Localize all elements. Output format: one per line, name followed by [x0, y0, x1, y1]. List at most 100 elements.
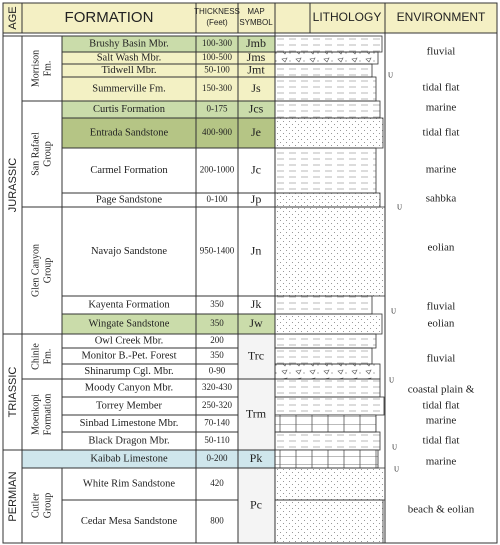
formation-cell — [61, 467, 197, 501]
thickness: 800 — [210, 516, 224, 526]
lithology-cell — [274, 147, 377, 194]
header-map: MAP — [247, 7, 264, 16]
thickness: 350 — [210, 299, 224, 309]
environment: coastal plain & — [408, 384, 475, 396]
environment: marine — [426, 164, 457, 176]
column-dividers — [21, 3, 386, 33]
thickness: 100-300 — [202, 38, 232, 48]
lithology-cell — [274, 117, 384, 149]
formation-name: Wingate Sandstone — [89, 318, 170, 329]
unconformity: U — [391, 308, 396, 316]
lithology-cell — [274, 35, 383, 53]
group-label: Moenkopi — [30, 394, 41, 435]
environment: marine — [426, 415, 457, 427]
header-symbol: SYMBOL — [239, 18, 273, 27]
map-symbol: Jp — [251, 192, 262, 206]
formation-cell — [61, 147, 197, 194]
environment: fluvial — [427, 353, 456, 365]
map-symbol-cell — [237, 467, 276, 544]
group-label: Fm. — [42, 349, 53, 365]
lithology-cell — [274, 51, 379, 65]
thickness: 420 — [210, 478, 224, 488]
environment: eolian — [428, 242, 455, 254]
formation-name: Salt Wash Mbr. — [97, 52, 162, 63]
map-symbol: Jn — [251, 243, 262, 257]
formation-name: Shinarump Cgl. Mbr. — [84, 366, 173, 377]
lithology-cell — [274, 396, 385, 416]
group-cell — [21, 206, 63, 335]
age-label: JURASSIC — [7, 158, 19, 212]
group-cell — [21, 467, 63, 544]
formation-cell — [61, 206, 197, 297]
lithology-cell — [274, 333, 377, 349]
header-thickness-unit: (Feet) — [206, 18, 228, 27]
thickness-cell — [195, 147, 239, 194]
group-label: Fm. — [42, 61, 53, 77]
lithology-cell — [274, 313, 383, 335]
group-label: Group — [42, 493, 53, 519]
unconformity: U — [388, 72, 393, 80]
lithology-cell — [274, 76, 377, 102]
lithology-cell — [274, 378, 381, 398]
map-symbol: Je — [251, 125, 261, 139]
thickness: 320-430 — [202, 382, 232, 392]
lithology-cell — [274, 347, 373, 365]
map-symbol: Pk — [250, 451, 263, 465]
environment: tidal flat — [423, 82, 460, 94]
map-symbol: Trc — [248, 348, 264, 362]
unconformity: U — [397, 204, 402, 212]
map-symbol: Trm — [246, 406, 267, 420]
environment: marine — [426, 456, 457, 468]
environment: tidal flat — [423, 400, 460, 412]
map-symbol-cell — [237, 206, 276, 297]
thickness: 350 — [210, 350, 224, 360]
thickness: 200 — [210, 335, 224, 345]
formation-name: Navajo Sandstone — [91, 246, 167, 257]
age-label: TRIASSIC — [7, 367, 19, 418]
group-label: Chinle — [30, 343, 41, 370]
thickness: 150-300 — [202, 83, 232, 93]
unconformity: U — [389, 377, 394, 385]
group-label: Group — [42, 141, 53, 167]
thickness-cell — [195, 467, 239, 501]
map-symbol-cell — [237, 117, 276, 149]
environment: eolian — [428, 318, 455, 330]
thickness: 100-500 — [202, 52, 232, 62]
formation-name: Curtis Formation — [93, 104, 166, 115]
formation-name: Torrey Member — [96, 400, 163, 411]
formation-cell — [61, 76, 197, 102]
thickness: 0-100 — [207, 194, 228, 204]
formation-name: White Rim Sandstone — [83, 478, 175, 489]
group-label: Glen Canyon — [30, 244, 41, 297]
group-cell — [21, 378, 63, 451]
map-symbol: Jmt — [247, 62, 265, 76]
formation-name: Monitor B.-Pet. Forest — [81, 350, 176, 361]
formation-name: Owl Creek Mbr. — [95, 335, 164, 346]
header-environment: ENVIRONMENT — [397, 10, 486, 24]
thickness: 400-900 — [202, 127, 232, 137]
formation-name: Sinbad Limestone Mbr. — [80, 418, 179, 429]
formation-name: Kayenta Formation — [88, 299, 170, 310]
thickness: 0-90 — [209, 366, 226, 376]
thickness-cell — [195, 499, 239, 544]
environment: marine — [426, 102, 457, 114]
group-label: Formation — [42, 394, 53, 436]
environment: beach & eolian — [408, 504, 475, 516]
lithology-cell — [274, 192, 381, 208]
lithology-cell — [274, 100, 381, 119]
group-label: Group — [42, 258, 53, 284]
thickness: 0-175 — [207, 104, 228, 114]
map-symbol: Js — [251, 81, 261, 95]
thickness-cell — [195, 206, 239, 297]
header-age: AGE — [7, 6, 19, 29]
thickness: 50-100 — [204, 65, 230, 75]
group-label: San Rafael — [30, 132, 41, 176]
map-symbol: Jw — [249, 316, 263, 330]
formation-name: Page Sandstone — [96, 194, 163, 205]
map-symbol: Pc — [250, 497, 262, 511]
formation-name: Carmel Formation — [90, 165, 168, 176]
thickness: 250-320 — [202, 400, 232, 410]
thickness: 50-110 — [204, 435, 230, 445]
